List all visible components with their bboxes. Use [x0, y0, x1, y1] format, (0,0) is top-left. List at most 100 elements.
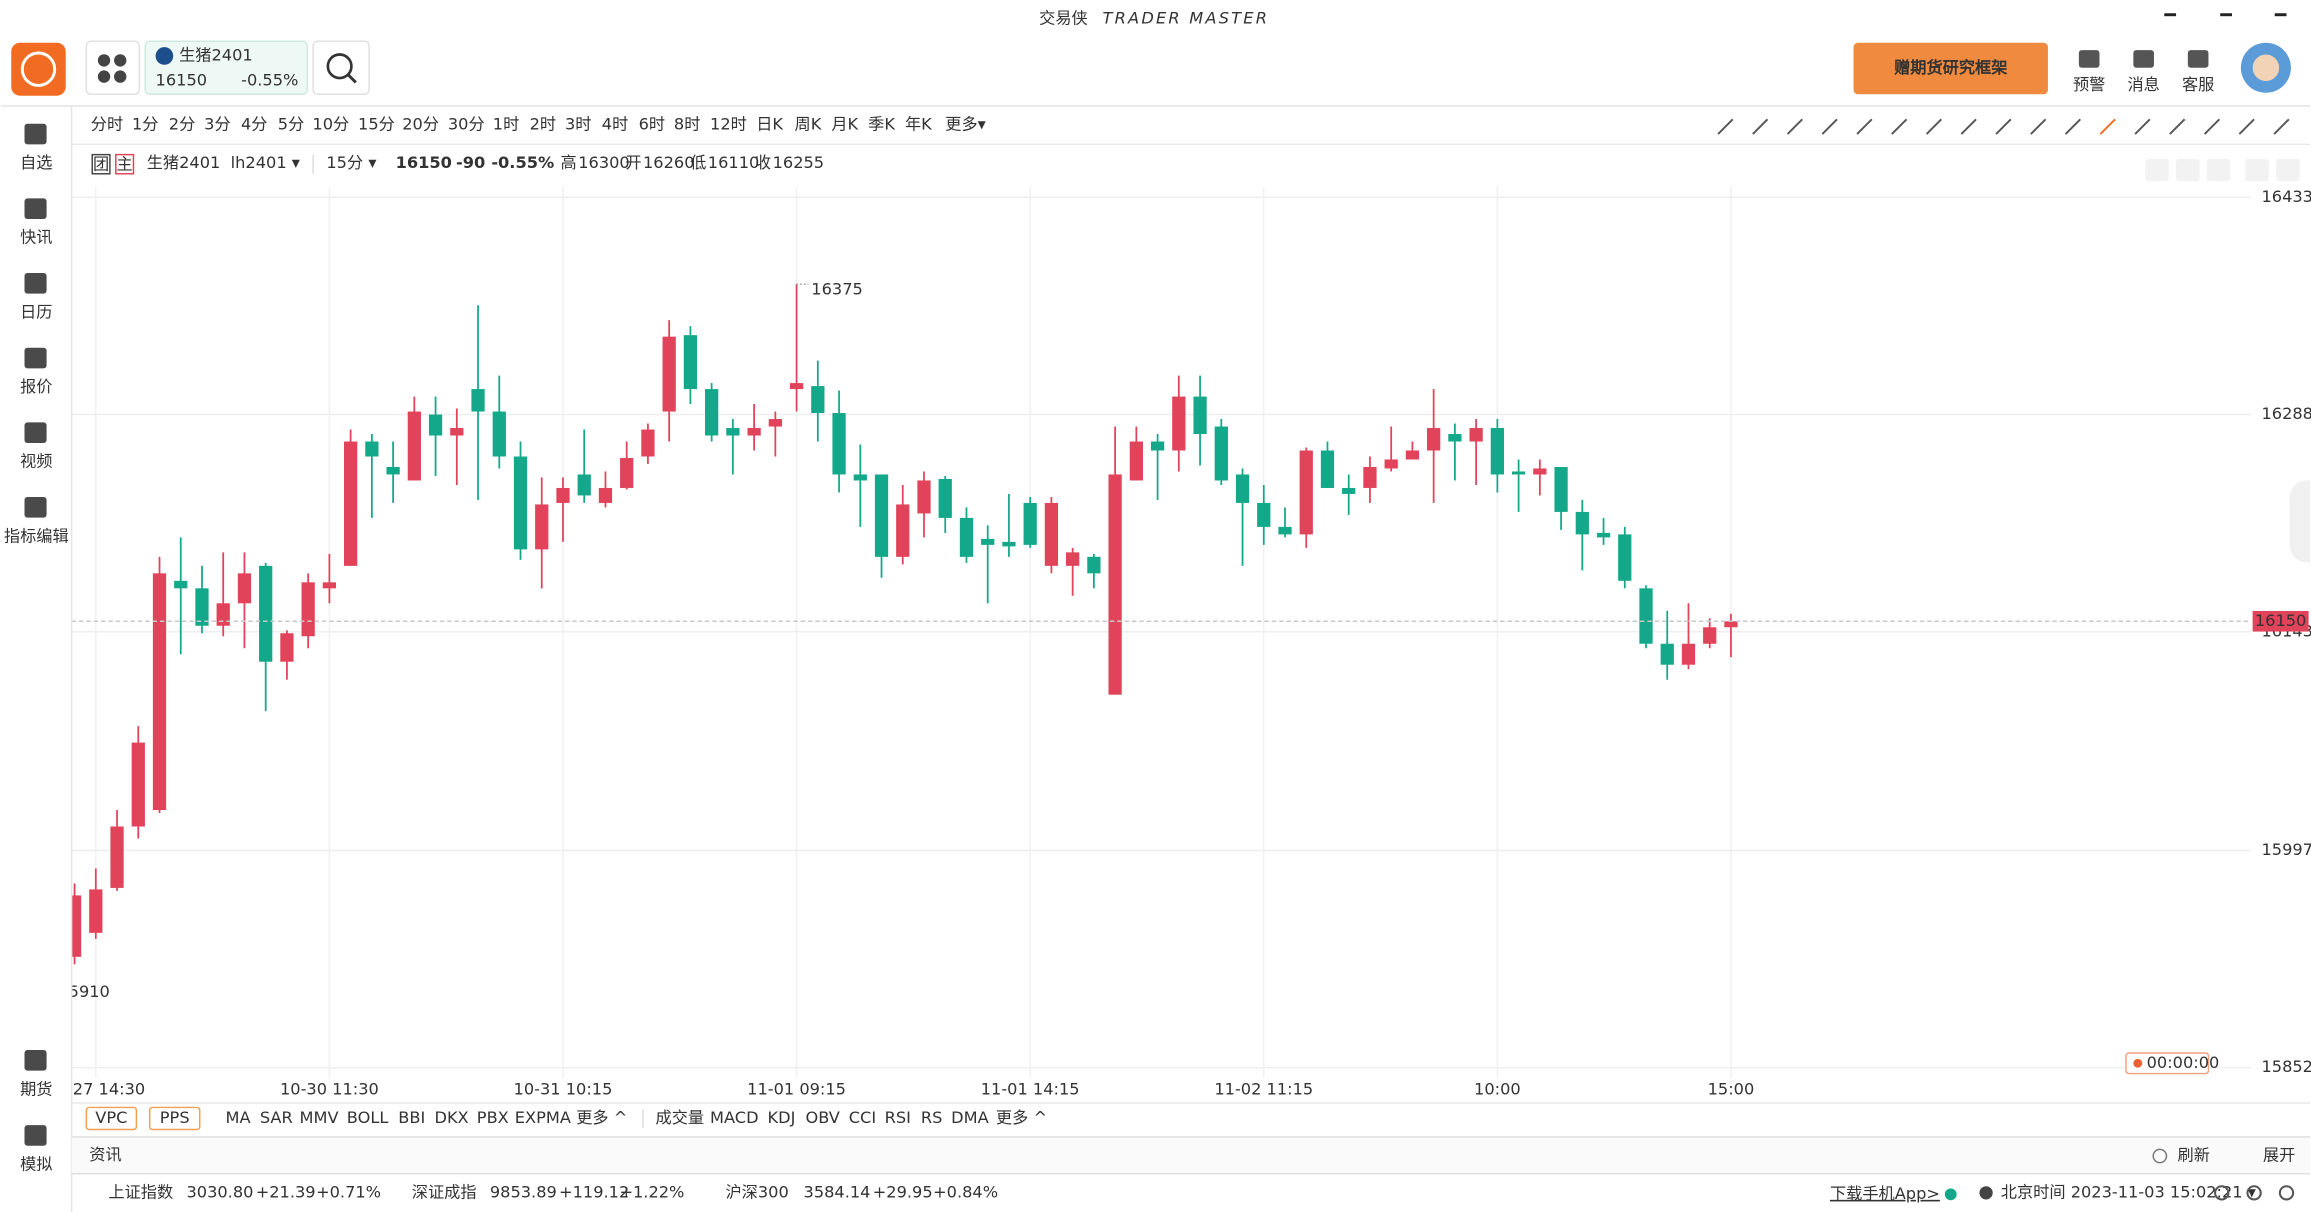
candle-body: [1257, 502, 1271, 527]
period-option[interactable]: 3分: [204, 115, 230, 134]
sidebar-item[interactable]: 指标编辑: [4, 526, 69, 545]
period-option[interactable]: 日K: [756, 115, 783, 134]
candle-body: [1172, 396, 1186, 451]
draw-tool[interactable]: [1856, 118, 1873, 135]
indicator[interactable]: 更多 ^: [576, 1108, 627, 1127]
top-action[interactable]: 预警: [2073, 75, 2105, 94]
indicator[interactable]: MA: [226, 1108, 251, 1127]
indicator[interactable]: SAR: [260, 1108, 293, 1127]
ticker-name[interactable]: 沪深300: [725, 1182, 788, 1201]
candle-body: [1533, 468, 1547, 475]
period-option[interactable]: 30分: [448, 115, 485, 134]
window-control: [2274, 13, 2287, 17]
draw-tool[interactable]: [1821, 118, 1838, 135]
candle-body: [1066, 552, 1080, 566]
period-option[interactable]: 季K: [868, 115, 895, 134]
period-option[interactable]: 4分: [241, 115, 268, 134]
indicator[interactable]: PBX: [477, 1108, 509, 1127]
indicator[interactable]: RSI: [885, 1108, 911, 1127]
side-collapse[interactable]: [2289, 480, 2311, 563]
top-action[interactable]: 消息: [2127, 75, 2159, 94]
indicator-boxed[interactable]: VPC: [95, 1108, 127, 1127]
period-option[interactable]: 12时: [710, 115, 747, 134]
indicator[interactable]: RS: [921, 1108, 943, 1127]
indicator[interactable]: MMV: [300, 1108, 339, 1127]
period-option[interactable]: 8时: [674, 115, 700, 134]
header-code[interactable]: lh2401 ▾: [231, 153, 301, 172]
period-option[interactable]: 2分: [169, 115, 196, 134]
news-refresh[interactable]: 刷新: [2178, 1146, 2210, 1165]
period-option[interactable]: 分时: [91, 115, 123, 134]
draw-tool[interactable]: [1925, 118, 1942, 135]
period-option[interactable]: 3时: [565, 115, 591, 134]
draw-tool[interactable]: [1995, 118, 2012, 135]
ticker-name[interactable]: 上证指数: [108, 1182, 173, 1201]
candle-body: [577, 474, 591, 496]
period-option[interactable]: 15分: [358, 115, 395, 134]
draw-tool[interactable]: [1717, 118, 1734, 135]
draw-tool[interactable]: [1891, 118, 1908, 135]
status-icon[interactable]: [2214, 1185, 2230, 1201]
sidebar-item[interactable]: 自选: [20, 153, 52, 172]
period-option[interactable]: 20分: [402, 115, 439, 134]
draw-tool[interactable]: [2064, 118, 2082, 135]
indicator-box: [85, 1106, 138, 1131]
sidebar-item[interactable]: 报价: [20, 377, 52, 396]
draw-tool[interactable]: [2203, 118, 2221, 135]
x-tick-label: 10-31 10:15: [514, 1079, 613, 1098]
indicator[interactable]: EXPMA: [515, 1108, 571, 1127]
tab-name[interactable]: 生猪2401: [179, 45, 253, 64]
download-link[interactable]: 下载手机App>: [1830, 1184, 1940, 1203]
draw-tool[interactable]: [2273, 118, 2290, 135]
search-icon: [326, 53, 353, 80]
indicator[interactable]: 更多 ^: [996, 1108, 1047, 1127]
indicator[interactable]: 成交量: [656, 1108, 705, 1127]
period-option[interactable]: 更多▾: [945, 115, 986, 134]
ticker-price: 3030.80: [186, 1182, 253, 1201]
period-option[interactable]: 1时: [493, 115, 520, 134]
period-option[interactable]: 6时: [639, 115, 665, 134]
draw-tool[interactable]: [1752, 118, 1769, 135]
banner-text[interactable]: 赠期货研究框架: [1894, 58, 2008, 77]
period-option[interactable]: 月K: [831, 115, 858, 134]
sidebar-item[interactable]: 日历: [20, 302, 52, 321]
sidebar-item[interactable]: 视频: [20, 452, 52, 471]
indicator[interactable]: MACD: [710, 1108, 759, 1127]
draw-tool[interactable]: [2169, 118, 2186, 135]
draw-tool[interactable]: [2030, 118, 2047, 135]
period-option[interactable]: 5分: [278, 115, 305, 134]
period-option[interactable]: 1分: [132, 115, 159, 134]
candle-body: [1363, 466, 1377, 488]
draw-tool[interactable]: [1960, 118, 1977, 135]
ticker-name[interactable]: 深证成指: [412, 1182, 477, 1201]
indicator[interactable]: BBI: [398, 1108, 425, 1127]
period-option[interactable]: 年K: [905, 115, 932, 134]
period-option[interactable]: 2时: [530, 115, 557, 134]
ticker-change: +29.95: [873, 1182, 933, 1201]
indicator[interactable]: CCI: [849, 1108, 876, 1127]
indicator[interactable]: BOLL: [347, 1108, 389, 1127]
indicator-boxed[interactable]: PPS: [160, 1108, 190, 1127]
period-option[interactable]: 4时: [602, 115, 628, 134]
header-period[interactable]: 15分 ▾: [326, 153, 377, 172]
indicator[interactable]: DKX: [434, 1108, 468, 1127]
indicator[interactable]: DMA: [951, 1108, 989, 1127]
status-icon[interactable]: [2246, 1185, 2262, 1201]
news-title[interactable]: 资讯: [89, 1145, 121, 1164]
draw-tool[interactable]: [2099, 118, 2116, 135]
sidebar-item[interactable]: 模拟: [20, 1154, 52, 1173]
draw-tool[interactable]: [2238, 118, 2255, 135]
indicator[interactable]: KDJ: [768, 1108, 796, 1127]
sidebar-icon: [24, 347, 47, 369]
draw-tool[interactable]: [2134, 118, 2151, 135]
indicator[interactable]: OBV: [805, 1108, 839, 1127]
top-action[interactable]: 客服: [2182, 75, 2214, 94]
news-expand[interactable]: 展开: [2263, 1146, 2295, 1165]
status-icon[interactable]: [2278, 1185, 2295, 1201]
countdown-box: [2125, 1052, 2210, 1075]
sidebar-item[interactable]: 快讯: [20, 228, 52, 247]
period-option[interactable]: 10分: [312, 115, 349, 134]
period-option[interactable]: 周K: [795, 115, 822, 134]
draw-tool[interactable]: [1786, 118, 1803, 135]
sidebar-item[interactable]: 期货: [20, 1079, 52, 1098]
